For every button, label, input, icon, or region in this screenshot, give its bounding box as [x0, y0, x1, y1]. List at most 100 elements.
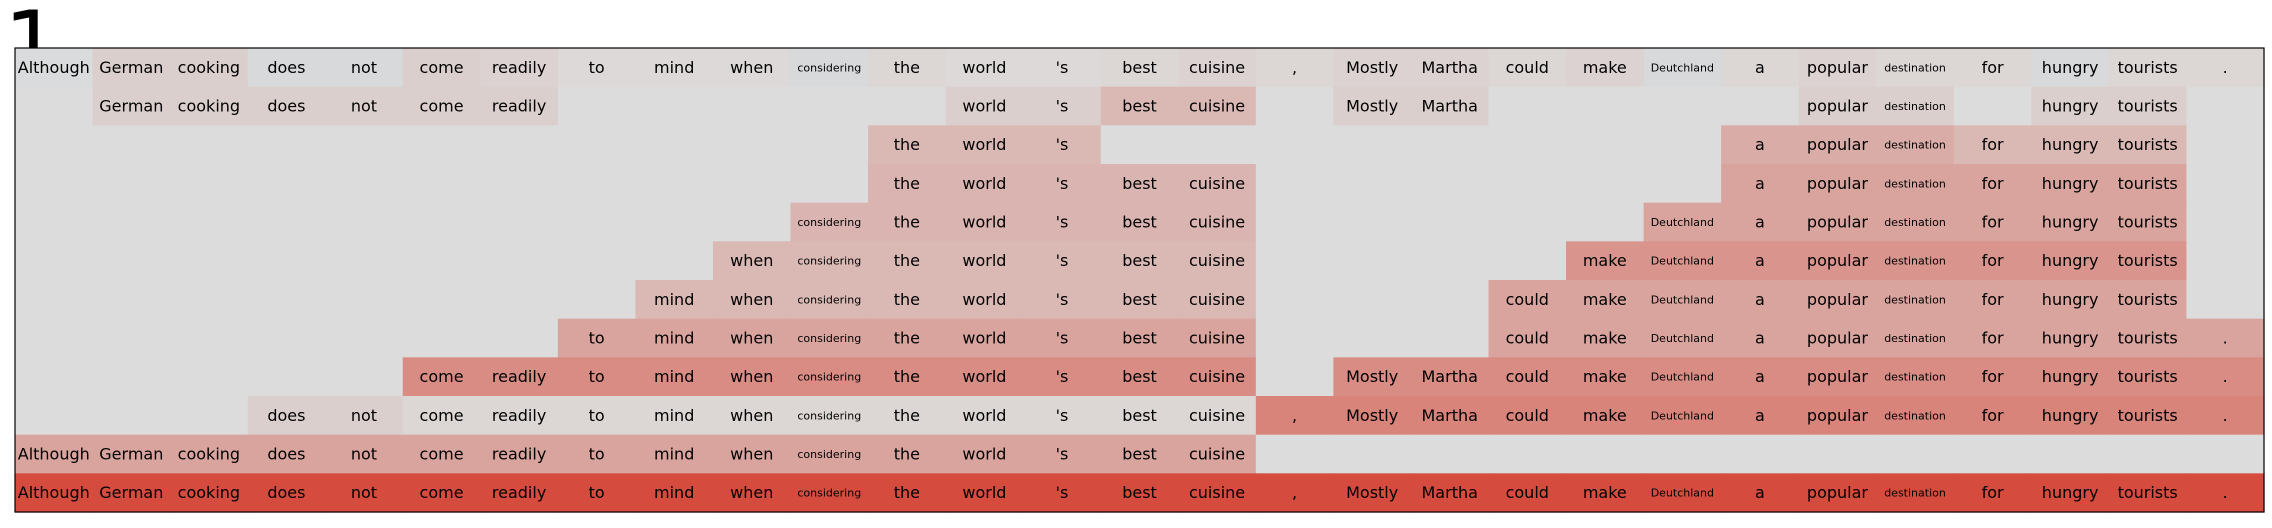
token-label: for	[1982, 174, 2004, 193]
heatmap-cell	[170, 357, 249, 397]
heatmap-cell	[945, 241, 1024, 281]
heatmap-cell	[1643, 473, 1722, 513]
heatmap-cell	[1953, 434, 2032, 474]
heatmap-cell	[1333, 434, 1412, 474]
token-label: Deutchland	[1651, 255, 1714, 268]
heatmap-cell	[557, 434, 637, 474]
token-label: could	[1506, 329, 1549, 348]
heatmap-cell	[1953, 396, 2032, 436]
heatmap-cell	[945, 48, 1024, 88]
token-label: tourists	[2118, 174, 2178, 193]
token-label: a	[1755, 174, 1765, 193]
heatmap-cell	[1953, 473, 2032, 513]
token-label: Martha	[1422, 406, 1478, 425]
heatmap-cell	[1643, 357, 1722, 397]
token-label: cuisine	[1189, 213, 1245, 232]
heatmap-cell	[1333, 473, 1412, 513]
heatmap-cell	[2108, 164, 2188, 204]
heatmap-cell	[635, 125, 714, 165]
heatmap-cell	[1876, 396, 1955, 436]
heatmap-cell	[712, 48, 792, 88]
token-label: mind	[654, 406, 694, 425]
heatmap-cell	[1100, 280, 1179, 320]
heatmap-cell	[557, 473, 637, 513]
heatmap-cell	[712, 318, 792, 358]
token-label: .	[2223, 483, 2228, 502]
token-label: 's	[1056, 483, 1069, 502]
token-label: mind	[654, 290, 694, 309]
token-label: popular	[1807, 135, 1868, 154]
token-label: make	[1583, 483, 1627, 502]
heatmap-cell	[945, 434, 1024, 474]
token-label: a	[1755, 406, 1765, 425]
heatmap-row-12: Although German cooking does not come readily t…	[15, 473, 2265, 513]
heatmap-cell	[557, 241, 637, 281]
token-label: when	[730, 483, 773, 502]
heatmap-cell	[1178, 357, 1257, 397]
heatmap-cell	[402, 357, 481, 397]
token-label: tourists	[2118, 329, 2178, 348]
heatmap-cell	[2031, 357, 2110, 397]
token-label: destination	[1884, 332, 1946, 345]
token-label: tourists	[2118, 97, 2178, 116]
heatmap-cell	[1876, 473, 1955, 513]
heatmap-cell	[1255, 434, 1334, 474]
token-label: the	[894, 329, 920, 348]
heatmap-cell	[247, 125, 326, 165]
token-label: a	[1755, 367, 1765, 386]
token-label: 's	[1056, 445, 1069, 464]
heatmap-cell	[712, 241, 792, 281]
token-label: cooking	[178, 483, 240, 502]
heatmap-cell	[247, 318, 326, 358]
heatmap-cell	[1023, 396, 1102, 436]
heatmap-cell	[635, 48, 714, 88]
heatmap-cell	[1410, 396, 1490, 436]
heatmap-cell	[402, 164, 481, 204]
token-label: mind	[654, 445, 694, 464]
token-label: considering	[797, 293, 861, 306]
heatmap-cell	[557, 48, 637, 88]
heatmap-cell	[2108, 86, 2188, 126]
heatmap-cell	[635, 357, 714, 397]
heatmap-cell	[790, 241, 869, 281]
token-label: cuisine	[1189, 290, 1245, 309]
token-label: come	[420, 58, 464, 77]
heatmap-cell	[92, 357, 171, 397]
heatmap-cell	[1953, 318, 2032, 358]
heatmap-cell	[2108, 357, 2188, 397]
heatmap-cell	[635, 86, 714, 126]
token-label: the	[894, 174, 920, 193]
heatmap-cell	[1798, 280, 1877, 320]
heatmap-cell	[1100, 48, 1179, 88]
heatmap-cell	[1333, 241, 1412, 281]
token-label: considering	[797, 255, 861, 268]
token-label: cuisine	[1189, 58, 1245, 77]
token-label: hungry	[2042, 174, 2099, 193]
token-label: a	[1755, 329, 1765, 348]
heatmap-cell	[557, 396, 637, 436]
heatmap-cell	[1876, 241, 1955, 281]
heatmap-cell	[1488, 396, 1567, 436]
token-label: considering	[797, 487, 861, 500]
heatmap-cell	[247, 164, 326, 204]
heatmap-cell	[1333, 357, 1412, 397]
heatmap-row-7: mind when considering the world 's best cuisine…	[15, 280, 2265, 320]
token-label: 's	[1056, 406, 1069, 425]
token-label: readily	[492, 445, 546, 464]
heatmap-cell	[1255, 396, 1334, 436]
heatmap-cell	[1410, 48, 1490, 88]
token-label: 's	[1056, 97, 1069, 116]
token-label: .	[2223, 367, 2228, 386]
heatmap-cell	[1721, 280, 1800, 320]
token-label: best	[1122, 290, 1157, 309]
token-label: for	[1982, 367, 2004, 386]
heatmap-cell	[1410, 357, 1490, 397]
token-label: to	[589, 329, 605, 348]
heatmap-cell	[325, 48, 404, 88]
heatmap-cell	[1488, 164, 1567, 204]
token-label: Mostly	[1346, 58, 1398, 77]
heatmap-cell	[868, 241, 947, 281]
heatmap-cell	[1178, 434, 1257, 474]
heatmap-cell	[247, 48, 326, 88]
token-label: for	[1982, 213, 2004, 232]
